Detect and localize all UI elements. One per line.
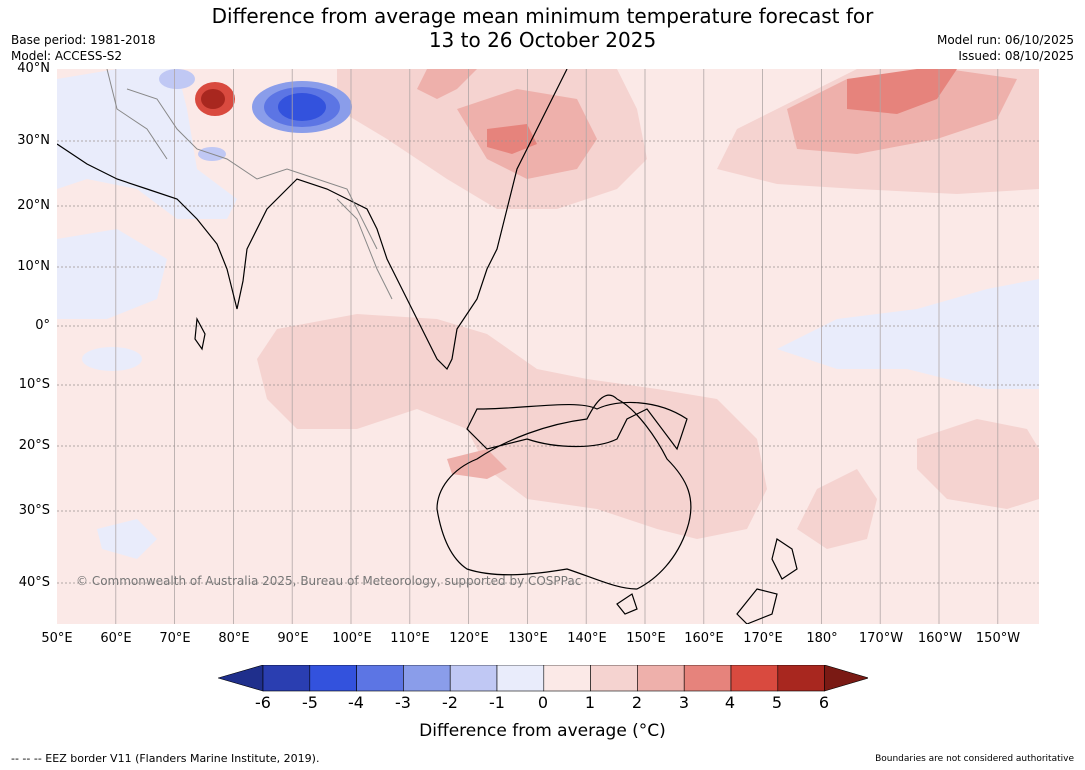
colorbar-tick: -6 <box>255 693 271 712</box>
lon-tick-label: 110°E <box>390 631 430 646</box>
colorbar-swatches <box>218 665 868 692</box>
boundary-note: Boundaries are not considered authoritat… <box>875 754 1074 764</box>
coastlines <box>57 69 798 624</box>
lon-tick-label: 90°E <box>277 631 309 646</box>
country-borders <box>106 69 393 300</box>
title-line-1: Difference from average mean minimum tem… <box>211 4 874 28</box>
colorbar-tick: 1 <box>584 693 596 712</box>
warm-hotspot <box>195 82 235 116</box>
lon-tick-label: 60°E <box>100 631 132 646</box>
lat-tick-label: 10°N <box>17 259 50 274</box>
colorbar-swatch <box>403 665 451 692</box>
colorbar-tick: 2 <box>631 693 643 712</box>
meta-right: Model run: 06/10/2025 Issued: 08/10/2025 <box>937 32 1074 64</box>
model-name: Model: ACCESS-S2 <box>11 49 123 63</box>
copyright-notice: © Commonwealth of Australia 2025, Bureau… <box>76 574 582 588</box>
lon-tick-label: 180° <box>806 631 838 646</box>
colorbar-swatch <box>543 665 591 692</box>
lon-tick-label: 170°E <box>743 631 783 646</box>
lat-tick-label: 10°S <box>18 377 50 392</box>
colorbar-swatch <box>683 665 732 692</box>
colorbar-tick: -4 <box>348 693 364 712</box>
lon-tick-label: 150°W <box>975 631 1021 646</box>
lat-tick-label: 20°S <box>18 438 50 453</box>
model-run: Model run: 06/10/2025 <box>936 33 1074 47</box>
colorbar-extend-high <box>824 665 868 692</box>
map-area: © Commonwealth of Australia 2025, Bureau… <box>57 69 1039 624</box>
eez-note: -- -- -- EEZ border V11 (Flanders Marine… <box>11 752 320 765</box>
colorbar-swatch <box>309 665 357 692</box>
lon-tick-label: 50°E <box>41 631 73 646</box>
colorbar-swatch <box>590 665 638 692</box>
anomaly-3-4-regions <box>487 69 957 154</box>
colorbar-swatch <box>449 665 498 692</box>
base-period: Base period: 1981-2018 <box>11 33 156 47</box>
colorbar-swatch <box>777 665 825 692</box>
colorbar-tick: -5 <box>302 693 318 712</box>
colorbar-tick: -1 <box>489 693 505 712</box>
colorbar-tick: 5 <box>771 693 783 712</box>
lon-tick-label: 140°E <box>567 631 607 646</box>
issued-date: Issued: 08/10/2025 <box>958 49 1074 63</box>
meridians <box>115 69 999 624</box>
colorbar-swatch <box>730 665 779 692</box>
colorbar-label: Difference from average (°C) <box>419 721 666 741</box>
lat-tick-label: 30°S <box>18 503 50 518</box>
lat-tick-label: 40°N <box>17 61 50 76</box>
meta-left: Base period: 1981-2018 Model: ACCESS-S2 <box>11 32 156 64</box>
lon-tick-label: 120°E <box>449 631 489 646</box>
colorbar-swatch <box>637 665 685 692</box>
lat-tick-label: 30°N <box>17 133 50 148</box>
lat-tick-label: 40°S <box>18 575 50 590</box>
colorbar-tick: 0 <box>537 693 549 712</box>
colorbar-swatch <box>496 665 545 692</box>
colorbar-swatch <box>262 665 311 692</box>
colorbar-swatch <box>356 665 404 692</box>
colorbar-tick: 3 <box>678 693 690 712</box>
colorbar-tick: 6 <box>818 693 830 712</box>
lon-tick-label: 160°W <box>917 631 963 646</box>
map-title: Difference from average mean minimum tem… <box>0 4 1085 52</box>
lon-tick-label: 100°E <box>332 631 372 646</box>
colorbar-tick: -2 <box>442 693 458 712</box>
lon-tick-label: 170°W <box>858 631 904 646</box>
colorbar-tick: 4 <box>724 693 736 712</box>
colorbar-tick: -3 <box>395 693 411 712</box>
map-svg <box>57 69 1039 624</box>
lon-tick-label: 160°E <box>684 631 724 646</box>
colorbar-extend-low <box>218 665 264 692</box>
lon-tick-label: 150°E <box>626 631 666 646</box>
lon-tick-label: 130°E <box>508 631 548 646</box>
title-line-2: 13 to 26 October 2025 <box>428 28 657 52</box>
lat-tick-label: 0° <box>35 318 50 333</box>
lat-tick-label: 20°N <box>17 198 50 213</box>
colorbar <box>218 665 868 692</box>
lon-tick-label: 70°E <box>159 631 191 646</box>
cool-regions <box>57 69 1039 559</box>
lon-tick-label: 80°E <box>218 631 250 646</box>
